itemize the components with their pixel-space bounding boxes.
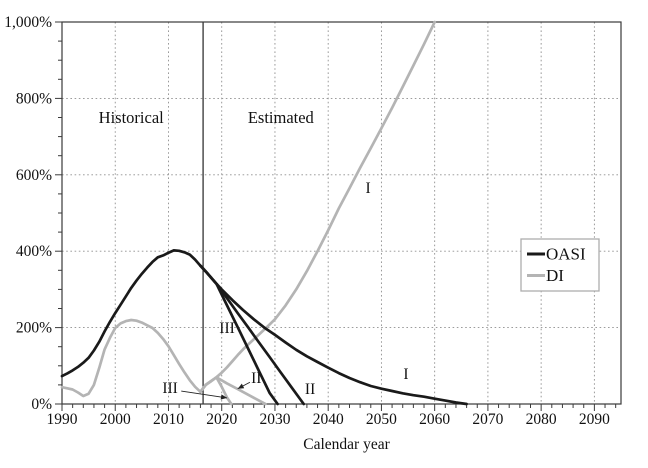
series-lines [60, 20, 468, 406]
di-alternative-iii-line [199, 375, 233, 406]
oasi-historical-line [60, 249, 202, 378]
legend-box [520, 238, 600, 292]
oasi-alternative-i-line [199, 264, 468, 406]
di-alternative-i-line [199, 20, 437, 394]
y-tick-label: 200% [16, 320, 52, 337]
y-tick-label: 0% [31, 396, 52, 413]
di-alt3-label: III [162, 380, 178, 397]
oasi-alt1-label: I [403, 366, 408, 383]
x-axis-labels: 1990 2000 2010 2020 2030 2040 2050 2060 2070 2080… [47, 411, 611, 428]
y-axis-labels: 0% 200% 400% 600% 800% 1,000% [4, 14, 52, 413]
x-tick-label: 2000 [100, 411, 131, 428]
y-tick-label: 400% [16, 243, 52, 260]
historical-label: Historical [99, 108, 164, 127]
x-axis-title: Calendar year [303, 436, 390, 453]
axis-ticks [55, 21, 617, 411]
oasi-alternative-iii-line [199, 264, 279, 406]
di-alt2-label: II [251, 370, 261, 387]
plot-border [61, 21, 622, 405]
y-tick-label: 800% [16, 90, 52, 107]
oasi-alt3-label: III [219, 320, 235, 337]
y-tick-label: 1,000% [4, 14, 52, 31]
di-alt3-label-arrow [181, 390, 228, 399]
x-tick-label: 2060 [419, 411, 450, 428]
legend: OASI DI [520, 238, 600, 292]
legend-label-oasi: OASI [546, 245, 586, 264]
x-tick-label: 2010 [153, 411, 184, 428]
x-tick-label: 2050 [366, 411, 397, 428]
x-tick-label: 2090 [579, 411, 610, 428]
y-tick-label: 600% [16, 167, 52, 184]
di-alt1-label: I [366, 180, 371, 197]
x-tick-label: 2030 [259, 411, 290, 428]
estimated-label: Estimated [248, 108, 315, 127]
gridlines [62, 21, 621, 404]
x-tick-label: 2040 [313, 411, 344, 428]
oasi-alt2-label: II [305, 381, 315, 398]
x-tick-label: 2080 [526, 411, 557, 428]
legend-label-di: DI [546, 266, 564, 285]
x-tick-label: 1990 [47, 411, 78, 428]
di-historical-line [60, 318, 202, 398]
x-tick-label: 2020 [206, 411, 237, 428]
di-alt3-label-arrowhead [220, 394, 227, 400]
x-tick-label: 2070 [472, 411, 503, 428]
di-alt2-label-arrowhead [237, 383, 245, 389]
